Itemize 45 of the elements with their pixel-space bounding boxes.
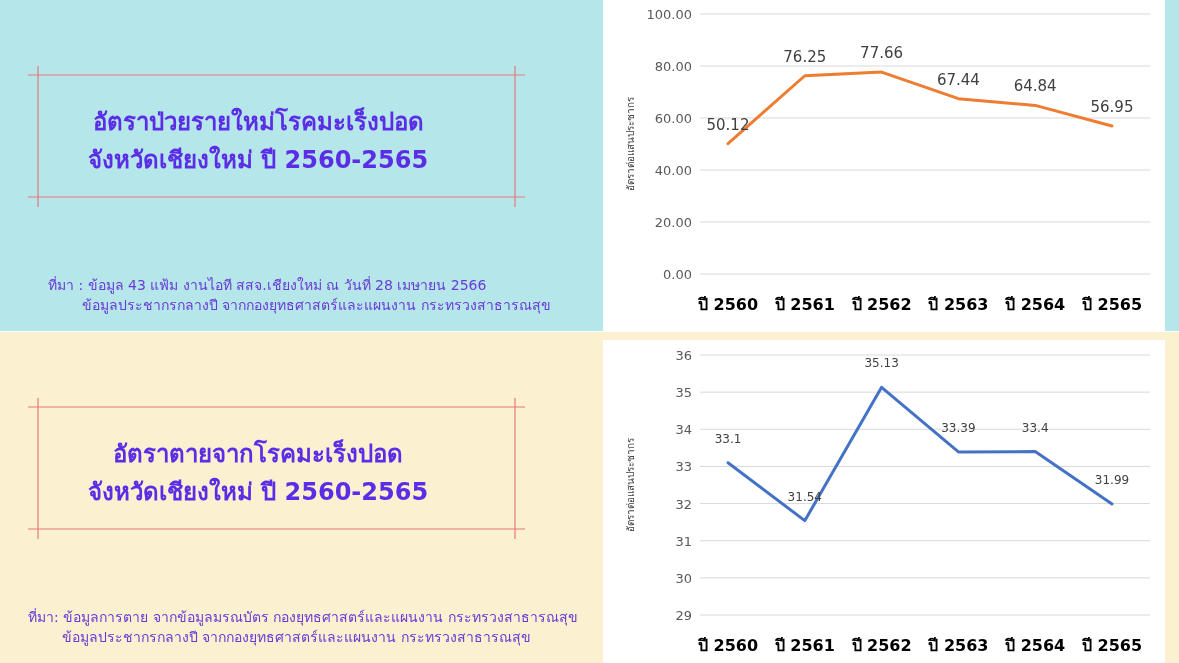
text: ที่มา: ข้อมูลการตาย จากข้อมูลมรณบัตร กองยุทธศาสตร์และแผนงาน กระทรวงสาธารณสุข [28,608,578,626]
y-tick-label: 35 [675,385,692,401]
data-label: 77.66 [860,44,904,63]
text: อัตราตายจากโรคมะเร็งปอด จังหวัดเชียงใหม่ ปี 2560-2565 [87,439,429,506]
x-tick-label: ปี 2561 [773,636,835,655]
x-tick-label: ปี 2561 [773,295,835,314]
y-tick-label: 31 [675,533,692,549]
y-tick-label: 32 [675,496,692,512]
data-label: 33.39 [941,420,976,435]
y-tick-label: 36 [675,348,692,363]
y-tick-label: 60.00 [654,111,692,126]
text: ที่มา : ข้อมูล 43 แฟ้ม งานไอที สสจ.เชียงใหม่ ณ วันที่ 28 เมษายน 2566 [48,276,487,294]
x-tick-label: ปี 2560 [696,295,759,314]
y-tick-label: 80.00 [654,59,692,74]
y-tick-label: 30 [675,570,692,586]
y-tick-label: 34 [675,422,692,438]
y-axis-title: อัตราต่อแสนประชากร [625,437,636,532]
x-tick-label: ปี 2563 [927,636,989,655]
y-tick-label: 20.00 [654,215,692,230]
data-label: 67.44 [936,70,980,89]
data-label: 33.1 [714,431,742,446]
data-label: 35.13 [864,356,899,371]
x-tick-label: ปี 2563 [927,295,989,314]
data-label: 76.25 [783,47,827,66]
data-label: 33.4 [1021,420,1049,435]
y-tick-label: 29 [675,608,692,623]
data-label: 50.12 [706,115,750,134]
x-tick-label: ปี 2564 [1004,636,1066,655]
x-tick-label: ปี 2562 [850,295,912,314]
data-label: 56.95 [1090,97,1134,116]
y-axis-title: อัตราต่อแสนประชากร [625,96,636,191]
y-tick-label: 40.00 [654,163,692,178]
x-tick-label: ปี 2560 [696,636,759,655]
x-tick-label: ปี 2562 [850,636,912,655]
y-tick-label: 33 [675,459,692,475]
x-tick-label: ปี 2564 [1004,295,1066,314]
text: ข้อมูลประชากรกลางปี จากกองยุทธศาสตร์และแผนงาน กระทรวงสาธารณสุข [82,297,551,314]
text: อัตราป่วยรายใหม่โรคมะเร็งปอด จังหวัดเชียงใหม่ ปี 2560-2565 [87,107,429,174]
data-label: 31.99 [1094,472,1130,487]
data-label: 64.84 [1013,77,1057,96]
y-tick-label: 100.00 [646,7,692,22]
y-tick-label: 0.00 [663,267,692,282]
x-tick-label: ปี 2565 [1080,636,1143,655]
text: ข้อมูลประชากรกลางปี จากกองยุทธศาสตร์และแผนงาน กระทรวงสาธารณสุข [62,629,531,646]
x-tick-label: ปี 2565 [1080,295,1143,314]
